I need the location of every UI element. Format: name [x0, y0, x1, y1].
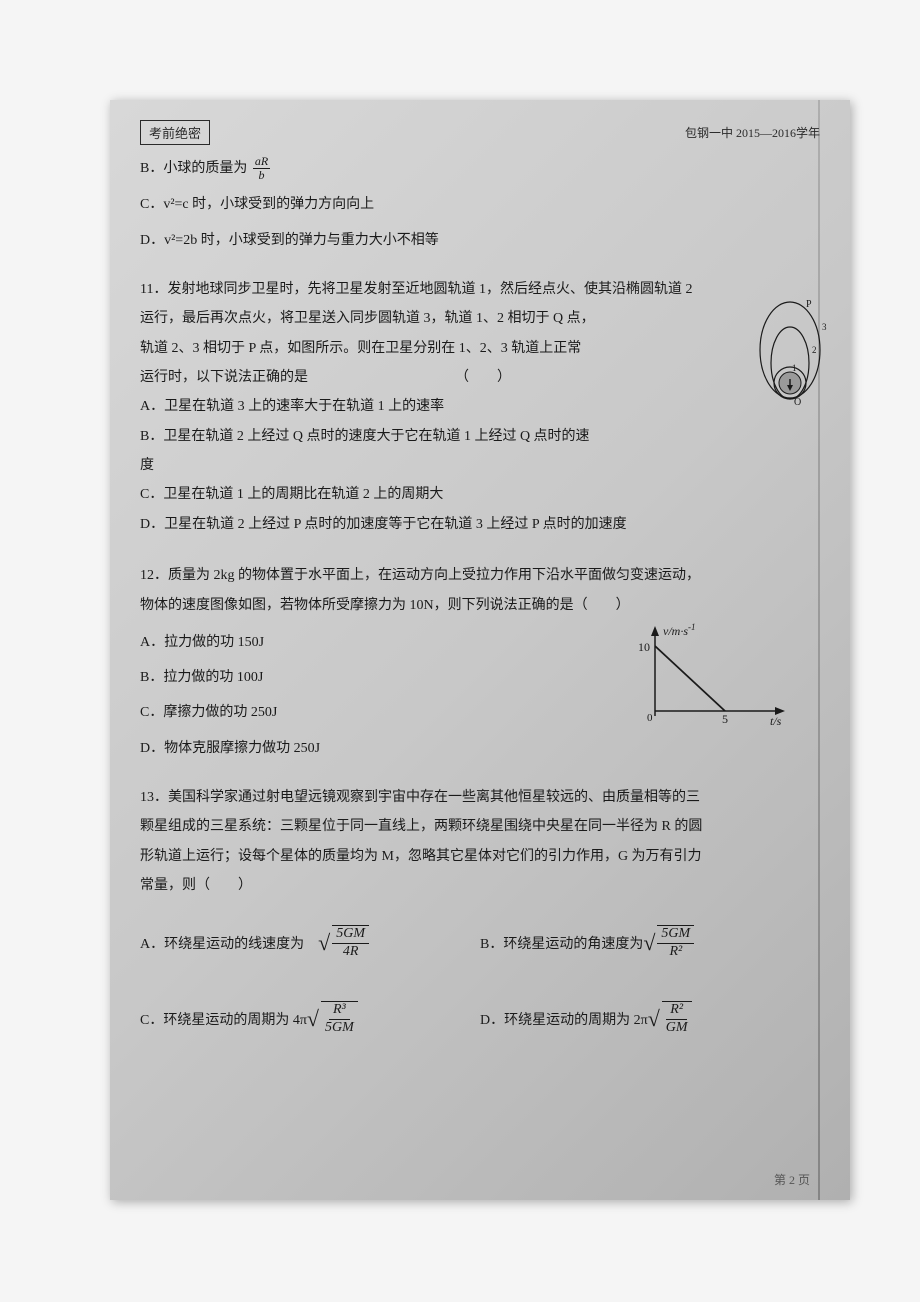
label-p: P	[806, 299, 812, 310]
q13-b-prefix: B．环绕星运动的角速度为	[480, 933, 643, 953]
frac-d-den: GM	[662, 1020, 692, 1037]
q11-optA: A．卫星在轨道 3 上的速率大于在轨道 1 上的速率	[140, 392, 820, 421]
frac-a-den: 4R	[339, 944, 363, 961]
sqrt-sign-icon: √	[307, 1006, 319, 1032]
q11-optD: D．卫星在轨道 2 上经过 P 点时的加速度等于它在轨道 3 上经过 P 点时的…	[140, 510, 820, 539]
q13-a-prefix: A．环绕星运动的线速度为	[140, 933, 318, 953]
q10-b-prefix: B．小球的质量为	[140, 161, 247, 176]
frac-a: 5GM 4R	[332, 925, 369, 961]
question-12: 12．质量为 2kg 的物体置于水平面上，在运动方向上受拉力作用下沿水平面做匀变…	[140, 561, 820, 761]
sqrt-b: √ 5GM R²	[643, 925, 696, 961]
velocity-line	[655, 646, 725, 711]
question-11: 11．发射地球同步卫星时，先将卫星发射至近地圆轨道 1，然后经点火、使其沿椭圆轨…	[140, 275, 820, 540]
label-q: Q	[794, 397, 802, 405]
question-13: 13．美国科学家通过射电望远镜观察到宇宙中存在一些离其他恒星较远的、由质量相等的…	[140, 783, 820, 1077]
sqrt-sign-icon: √	[643, 930, 655, 956]
frac-b-den: R²	[665, 944, 686, 961]
page-header: 考前绝密 包钢一中 2015—2016学年	[140, 120, 820, 145]
q13-optD: D．环绕星运动的周期为 2π √ R² GM	[480, 1001, 820, 1037]
label-2: 2	[812, 345, 817, 355]
q11-stem3: 轨道 2、3 相切于 P 点，如图所示。则在卫星分别在 1、2、3 轨道上正常	[140, 334, 820, 363]
q13-options: A．环绕星运动的线速度为 √ 5GM 4R B．环绕星运动的角速度为 √ 5GM…	[140, 925, 820, 1076]
q13-c-prefix: C．环绕星运动的周期为 4π	[140, 1009, 307, 1029]
confidential-label: 考前绝密	[140, 120, 210, 145]
frac-d: R² GM	[662, 1001, 692, 1037]
x-tick-label: 5	[722, 712, 728, 726]
exam-page: 考前绝密 包钢一中 2015—2016学年 B．小球的质量为 aR b C．v²…	[110, 100, 850, 1200]
q11-stem2: 运行，最后再次点火，将卫星送入同步圆轨道 3，轨道 1、2 相切于 Q 点，	[140, 304, 820, 333]
q11-optB2: 度	[140, 451, 820, 480]
origin-label: 0	[647, 712, 653, 724]
label-3: 3	[822, 322, 827, 332]
q13-optA: A．环绕星运动的线速度为 √ 5GM 4R	[140, 925, 480, 961]
q12-stem1: 12．质量为 2kg 的物体置于水平面上，在运动方向上受拉力作用下沿水平面做匀变…	[140, 561, 820, 590]
q10-option-d: D．v²=2b 时，小球受到的弹力与重力大小不相等	[140, 228, 820, 253]
frac-den: b	[257, 169, 267, 182]
q12-stem2: 物体的速度图像如图，若物体所受摩擦力为 10N，则下列说法正确的是（ ）	[140, 591, 820, 620]
page-number: 第 2 页	[774, 1171, 810, 1188]
frac-b-num: 5GM	[657, 926, 694, 944]
label-1: 1	[792, 363, 797, 373]
frac-a-num: 5GM	[332, 926, 369, 944]
velocity-time-chart: v/m·s-1 10 0 5 t/s	[630, 621, 790, 731]
frac-b: 5GM R²	[657, 925, 694, 961]
q10-option-c: C．v²=c 时，小球受到的弹力方向向上	[140, 192, 820, 217]
q13-stem2: 颗星组成的三星系统：三颗星位于同一直线上，两颗环绕星围绕中央星在同一半径为 R …	[140, 812, 820, 841]
y-axis-arrow	[651, 626, 659, 636]
y-axis-label: v/m·s-1	[663, 622, 696, 638]
y-max-label: 10	[638, 640, 650, 654]
frac-c-num: R³	[329, 1002, 350, 1020]
q10-option-b: B．小球的质量为 aR b	[140, 155, 820, 182]
q11-optB: B．卫星在轨道 2 上经过 Q 点时的速度大于它在轨道 1 上经过 Q 点时的速	[140, 422, 820, 451]
q13-stem1: 13．美国科学家通过射电望远镜观察到宇宙中存在一些离其他恒星较远的、由质量相等的…	[140, 783, 820, 812]
frac-c-den: 5GM	[321, 1020, 358, 1037]
frac-c: R³ 5GM	[321, 1001, 358, 1037]
sqrt-d: √ R² GM	[648, 1001, 694, 1037]
q11-optC: C．卫星在轨道 1 上的周期比在轨道 2 上的周期大	[140, 480, 820, 509]
x-axis-label: t/s	[770, 714, 782, 728]
sqrt-sign-icon: √	[648, 1006, 660, 1032]
q13-stem3: 形轨道上运行；设每个星体的质量均为 M，忽略其它星体对它们的引力作用，G 为万有…	[140, 842, 820, 871]
sqrt-sign-icon: √	[318, 930, 330, 956]
orbit-diagram: P Q 3 2 1	[750, 295, 830, 405]
q13-optB: B．环绕星运动的角速度为 √ 5GM R²	[480, 925, 820, 961]
q12-optD: D．物体克服摩擦力做功 250J	[140, 736, 820, 761]
frac-num: aR	[253, 155, 270, 169]
sqrt-c: √ R³ 5GM	[307, 1001, 360, 1037]
q13-optC: C．环绕星运动的周期为 4π √ R³ 5GM	[140, 1001, 480, 1037]
q11-stem4: 运行时，以下说法正确的是 （ ）	[140, 363, 820, 392]
q11-stem1: 11．发射地球同步卫星时，先将卫星发射至近地圆轨道 1，然后经点火、使其沿椭圆轨…	[140, 275, 820, 304]
q10-b-fraction: aR b	[253, 155, 270, 182]
school-header: 包钢一中 2015—2016学年	[685, 124, 820, 141]
q13-stem4: 常量，则（ ）	[140, 871, 820, 900]
q13-d-prefix: D．环绕星运动的周期为 2π	[480, 1009, 648, 1029]
sqrt-a: √ 5GM 4R	[318, 925, 371, 961]
frac-d-num: R²	[666, 1002, 687, 1020]
